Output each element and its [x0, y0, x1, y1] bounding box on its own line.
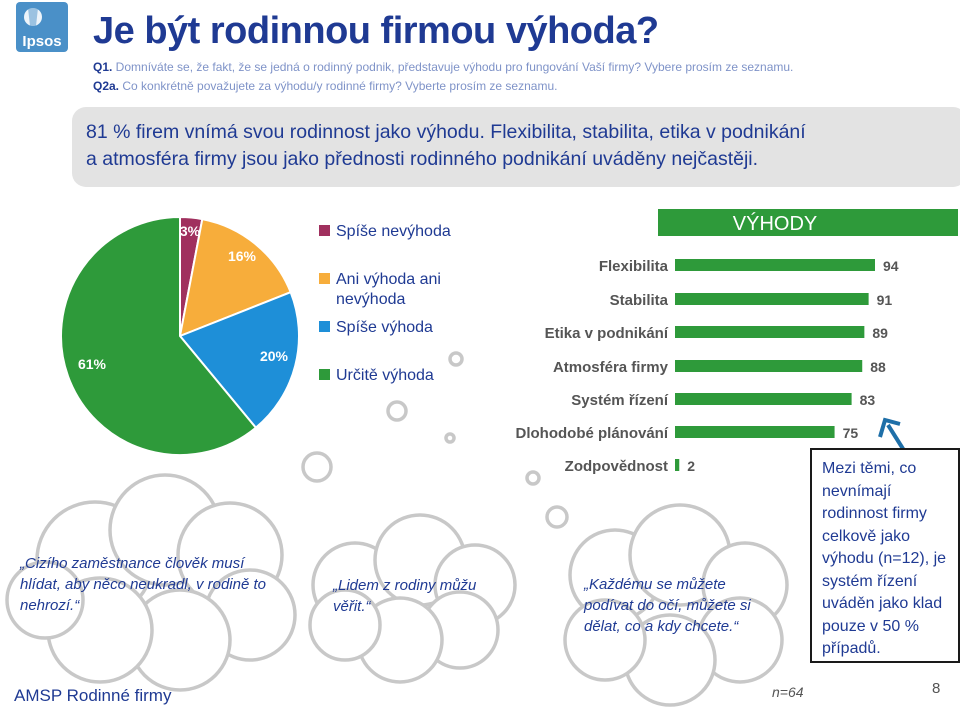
bar-category-label: Dlohodobé plánování: [516, 425, 669, 442]
q2-text: Co konkrétně považujete za výhodu/y rodi…: [119, 79, 558, 93]
q1-code: Q1.: [93, 60, 113, 74]
bar: [675, 426, 835, 438]
legend-label-3: Spíše výhoda: [336, 319, 433, 336]
thought-clouds: [5, 351, 789, 707]
bar: [675, 393, 852, 405]
summary-box: 81 % firem vnímá svou rodinnost jako výh…: [72, 107, 960, 187]
bar-chart-title-bg: [658, 209, 958, 236]
pie-value-label-2: 16%: [228, 248, 257, 264]
cloud-2: [308, 513, 517, 684]
quote-3: „Každému se můžete podívat do očí, můžet…: [584, 576, 751, 635]
page-number: 8: [932, 680, 941, 697]
summary-line-1: 81 % firem vnímá svou rodinnost jako výh…: [86, 121, 806, 143]
footer-brand: AMSP Rodinné firmy: [14, 686, 172, 705]
cloud-1: [5, 473, 297, 692]
bar-value-label: 91: [877, 292, 893, 308]
quote-1: „Cizího zaměstnance člověk musí hlídat, …: [20, 555, 266, 614]
quote-2: „Lidem z rodiny můžu věřit.“: [333, 577, 477, 615]
bar: [675, 326, 865, 338]
callout-box: Mezi těmi, co nevnímají rodinnost firmy …: [810, 448, 960, 663]
pie-slice-3: [178, 290, 300, 430]
q1-text: Domníváte se, že fakt, že se jedná o rod…: [112, 60, 794, 74]
bar-chart: VÝHODY Flexibilita 94 Stabilita 91 Etika v p…: [516, 209, 958, 475]
legend-label-2: nevýhoda: [336, 291, 405, 308]
pie-chart: 3% 16% 20% 61%: [60, 215, 300, 456]
legend-swatch-1: [319, 225, 330, 236]
bar-value-label: 94: [883, 258, 899, 274]
legend-label-4: Určitě výhoda: [336, 367, 434, 384]
bar: [675, 459, 680, 471]
legend-swatch-4: [319, 369, 330, 380]
pie-slice-4: [60, 215, 258, 456]
pie-slice-2: [178, 217, 292, 338]
pie-value-label-3: 20%: [260, 348, 289, 364]
logo-text: Ipsos: [22, 33, 61, 50]
cloud-bubbles: [301, 351, 569, 529]
bar-value-label: 2: [687, 458, 695, 474]
ipsos-logo: Ipsos: [16, 2, 68, 52]
summary-line-2: a atmosféra firmy jsou jako přednosti ro…: [86, 148, 759, 170]
pie-value-label-4: 61%: [78, 356, 107, 372]
bar-value-label: 75: [843, 425, 859, 441]
bar-value-label: 88: [870, 359, 886, 375]
bar-value-label: 89: [872, 325, 888, 341]
bar-category-label: Zodpovědnost: [565, 458, 668, 475]
legend-label-2: Ani výhoda ani: [336, 271, 441, 288]
bar-chart-bars: Flexibilita 94 Stabilita 91 Etika v podnikán…: [516, 258, 899, 475]
question-q1: Q1. Domníváte se, že fakt, že se jedná o…: [93, 60, 793, 74]
bar: [675, 360, 863, 372]
callout-arrow: [878, 417, 907, 454]
pie-legend: Spíše nevýhoda Ani výhoda ani nevýhoda Spíš…: [319, 223, 451, 384]
bar: [675, 259, 875, 271]
sample-size: n=64: [772, 684, 804, 700]
cloud-3: [563, 503, 789, 707]
legend-label-1: Spíše nevýhoda: [336, 223, 451, 240]
legend-swatch-3: [319, 321, 330, 332]
pie-value-label-1: 3%: [180, 223, 201, 239]
bar-value-label: 83: [860, 392, 876, 408]
bar-category-label: Etika v podnikání: [545, 325, 669, 342]
bar-category-label: Flexibilita: [599, 258, 669, 275]
bar: [675, 293, 869, 305]
bar-category-label: Stabilita: [610, 292, 669, 309]
legend-swatch-2: [319, 273, 330, 284]
q2-code: Q2a.: [93, 79, 120, 93]
bar-chart-title: VÝHODY: [733, 212, 817, 235]
page-title: Je být rodinnou firmou výhoda?: [93, 10, 659, 52]
bar-category-label: Systém řízení: [571, 392, 669, 409]
question-q2a: Q2a. Co konkrétně považujete za výhodu/y…: [93, 79, 557, 93]
bar-category-label: Atmosféra firmy: [553, 359, 669, 376]
